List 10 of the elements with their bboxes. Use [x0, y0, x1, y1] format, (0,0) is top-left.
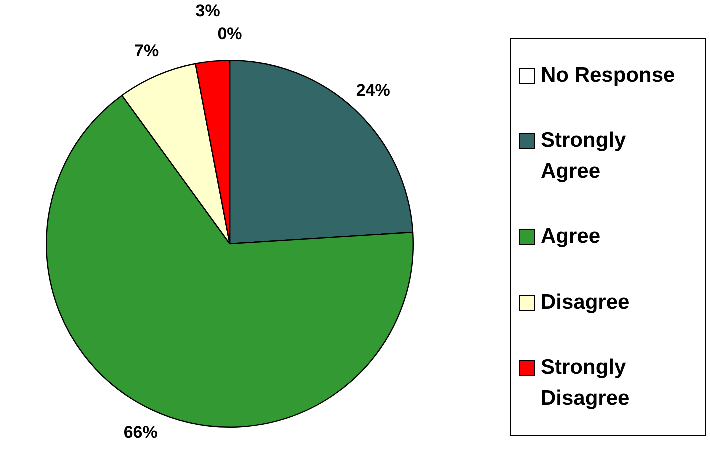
legend-label: Disagree: [541, 290, 631, 316]
legend-label: Strongly Agree: [541, 128, 628, 186]
text: 0%: [218, 24, 242, 44]
legend-label: Strongly Disagree: [541, 354, 631, 412]
data-label: 3%: [196, 1, 220, 20]
data-label: 66%: [124, 423, 158, 442]
legend-label: No Response: [541, 63, 676, 90]
data-label: 24%: [356, 81, 390, 100]
legend-label: Agree: [541, 224, 602, 250]
data-label: 7%: [134, 42, 160, 61]
